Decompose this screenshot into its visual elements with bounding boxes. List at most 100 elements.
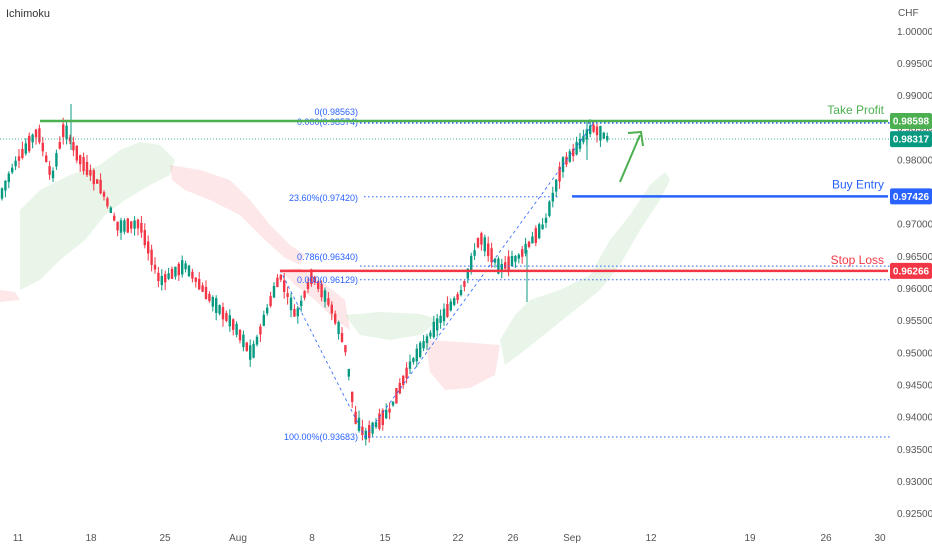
candle-body xyxy=(391,401,395,406)
y-tick-label: 0.99500 xyxy=(897,59,932,70)
candle-body xyxy=(313,276,316,283)
candle-body xyxy=(599,125,602,141)
fib-level-label: 100.00%(0.93683) xyxy=(284,432,358,442)
candle-body xyxy=(245,342,248,351)
candle-body xyxy=(374,422,378,428)
candle-body xyxy=(283,280,286,292)
candle-body xyxy=(153,264,157,270)
candle-body xyxy=(31,134,34,143)
take-profit-badge xyxy=(890,113,932,129)
candle-body xyxy=(412,358,415,363)
candle-body xyxy=(221,307,225,320)
candle-body xyxy=(524,243,527,254)
candle-body xyxy=(51,170,55,179)
x-tick-label: 15 xyxy=(379,533,391,544)
candle-body xyxy=(269,296,272,307)
candle-body xyxy=(130,221,133,229)
fib-level-label: 0(0.98563) xyxy=(314,107,358,117)
candle-body xyxy=(262,314,265,326)
current-price-badge-text: 0.98317 xyxy=(893,135,930,146)
candle-body xyxy=(14,160,17,167)
ichimoku-cloud xyxy=(0,142,670,390)
candle-body xyxy=(453,298,456,305)
candle-body xyxy=(534,228,537,243)
candle-body xyxy=(548,201,551,217)
candle-body xyxy=(334,313,337,324)
candle-body xyxy=(408,361,412,369)
candle-body xyxy=(456,294,459,300)
candle-body xyxy=(449,301,452,311)
cloud-area xyxy=(280,268,350,330)
x-tick-label: 26 xyxy=(820,533,832,544)
candle-body xyxy=(225,313,228,321)
candle-body xyxy=(415,348,418,362)
x-tick-label: 19 xyxy=(744,533,756,544)
candle-body xyxy=(303,291,306,298)
candle-body xyxy=(150,249,153,265)
x-tick-label: 30 xyxy=(874,533,886,544)
currency-label: CHF xyxy=(898,8,919,19)
candle-body xyxy=(517,254,520,259)
y-tick-label: 0.96500 xyxy=(897,252,932,263)
candle-body xyxy=(378,413,381,429)
candle-body xyxy=(544,217,548,223)
candle-body xyxy=(198,278,201,290)
candle-body xyxy=(116,221,119,231)
candle-body xyxy=(187,265,191,276)
candle-body xyxy=(483,237,486,252)
x-tick-label: 12 xyxy=(645,533,657,544)
candle-body xyxy=(72,141,75,151)
x-tick-label: 25 xyxy=(159,533,171,544)
candle-body xyxy=(507,256,510,271)
candle-body xyxy=(357,417,361,431)
candle-body xyxy=(211,297,214,307)
candle-body xyxy=(419,342,422,357)
candle-body xyxy=(167,273,170,279)
y-tick-label: 1.00000 xyxy=(897,27,932,38)
candle-body xyxy=(45,155,48,162)
candle-body xyxy=(490,248,493,263)
candle-body xyxy=(344,345,347,353)
candle-body xyxy=(388,408,391,413)
y-tick-label: 0.92500 xyxy=(897,509,932,520)
x-tick-label: 18 xyxy=(85,533,97,544)
candle-body xyxy=(17,156,21,161)
candle-body xyxy=(252,343,255,358)
candle-body xyxy=(255,336,259,345)
candle-body xyxy=(381,410,384,426)
candle-body xyxy=(194,277,197,282)
candle-body xyxy=(347,368,350,377)
stop-loss-badge-text: 0.96266 xyxy=(893,266,930,277)
candle-body xyxy=(62,124,65,138)
candle-body xyxy=(38,128,41,143)
candle-body xyxy=(422,341,425,349)
candle-body xyxy=(327,298,330,305)
candle-body xyxy=(48,166,51,175)
candle-body xyxy=(497,258,500,274)
candle-body xyxy=(34,129,38,138)
candle-body xyxy=(337,322,340,335)
candle-body xyxy=(592,125,595,132)
candle-body xyxy=(351,391,354,402)
candle-body xyxy=(113,215,116,221)
candle-body xyxy=(201,285,204,292)
take-profit-label: Take Profit xyxy=(827,103,884,117)
x-tick-label: Sep xyxy=(563,533,581,544)
candle-body xyxy=(398,382,401,394)
candle-body xyxy=(96,179,99,184)
candle-body xyxy=(487,243,490,257)
candle-body xyxy=(582,136,585,143)
candle-body xyxy=(191,271,194,279)
candle-body xyxy=(572,148,575,157)
y-tick-label: 0.93000 xyxy=(897,477,932,488)
x-tick-label: Aug xyxy=(229,533,247,544)
candle-body xyxy=(320,283,323,298)
candle-body xyxy=(82,157,85,172)
candle-body xyxy=(232,319,235,330)
candlesticks xyxy=(0,104,609,446)
candle-body xyxy=(276,277,279,288)
candle-body xyxy=(395,388,398,404)
candle-body xyxy=(602,132,605,139)
candle-body xyxy=(164,274,167,283)
